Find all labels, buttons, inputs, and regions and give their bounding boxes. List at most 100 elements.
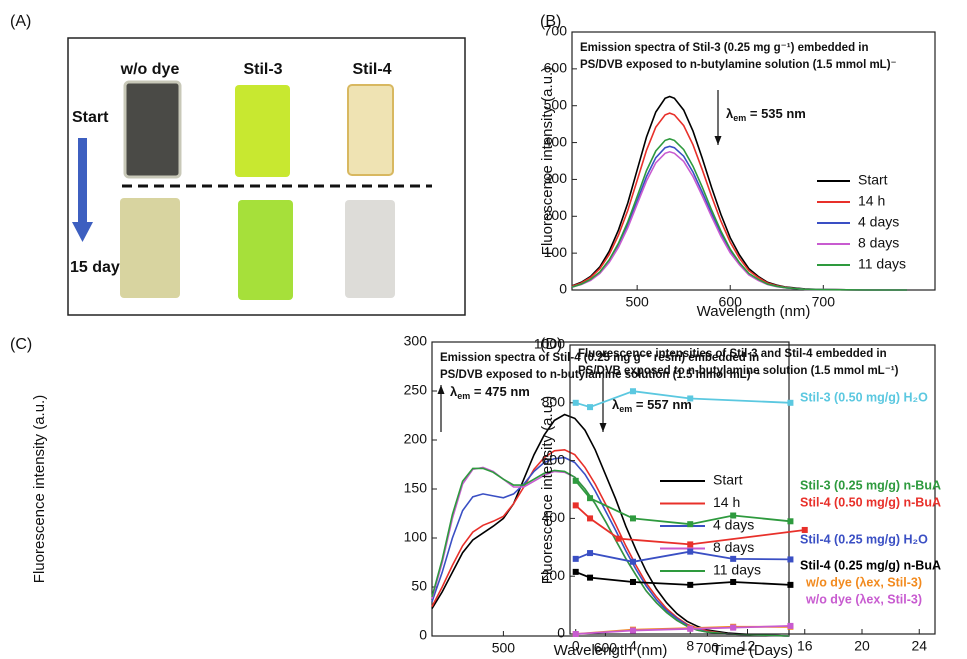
y-tick-label: 250	[404, 382, 428, 398]
legend-label: 14 h	[858, 193, 885, 209]
data-point	[730, 555, 737, 562]
data-point	[587, 404, 594, 411]
series-line	[431, 448, 790, 637]
legend-label: 4 days	[713, 517, 754, 533]
y-tick-label: 700	[544, 23, 568, 39]
annotation-subscript: em	[619, 404, 632, 414]
annotation-symbol: λ	[612, 397, 620, 412]
chart-title: PS/DVB exposed to n-butylamine solution …	[580, 59, 897, 71]
data-point	[587, 574, 594, 581]
x-tick-label: 24	[911, 638, 927, 654]
series-label: w/o dye (λex, Stil-3)	[805, 592, 922, 606]
row-label: Start	[72, 109, 109, 126]
series-line	[575, 550, 791, 563]
data-point	[629, 578, 636, 585]
x-tick-label: 8	[686, 638, 694, 654]
series-label: Stil-4 (0.25 mg/g) H₂O	[800, 532, 928, 546]
annotation-arrowhead	[714, 136, 722, 145]
sample-photo	[123, 80, 182, 179]
series-label: Stil-4 (0.50 mg/g) n-BuA	[800, 495, 941, 509]
data-point	[629, 388, 636, 395]
chart-title: Emission spectra of Stil-4 (0.25 mg g⁻¹ …	[440, 352, 759, 364]
y-axis-label: Fluorescence intensity (a.u.)	[539, 67, 556, 255]
x-axis-label: Time (Days)	[712, 642, 793, 659]
data-point	[572, 502, 579, 509]
data-point	[587, 550, 594, 557]
legend-label: 11 days	[858, 256, 906, 272]
x-tick-label: 600	[594, 640, 618, 656]
data-point	[572, 555, 579, 562]
annotation-text: = 557 nm	[632, 397, 692, 412]
series-line	[575, 625, 791, 635]
annotation-text: = 535 nm	[746, 106, 806, 121]
legend-label: 14 h	[713, 494, 740, 510]
data-point	[572, 399, 579, 406]
data-point	[629, 515, 636, 522]
y-tick-label: 0	[559, 281, 567, 297]
data-point	[615, 535, 622, 542]
data-point	[787, 518, 794, 525]
x-tick-label: 600	[719, 294, 743, 310]
annotation: λem = 557 nm	[612, 397, 692, 414]
row-label: 15 days	[70, 259, 129, 276]
panel-label: (B)	[540, 13, 561, 30]
column-label: w/o dye	[120, 61, 180, 78]
annotation-subscript: em	[733, 113, 746, 123]
annotation-symbol: λ	[726, 106, 734, 121]
data-point	[587, 515, 594, 522]
y-tick-label: 400	[542, 509, 566, 525]
data-point	[629, 558, 636, 565]
sample-photo	[120, 198, 180, 298]
panel-label: (A)	[10, 13, 31, 30]
y-tick-label: 500	[544, 96, 568, 112]
y-tick-label: 200	[542, 567, 566, 583]
y-tick-label: 300	[544, 170, 568, 186]
data-point	[687, 541, 694, 548]
y-axis-label: Fluorescence intensity (a.u.)	[31, 395, 48, 583]
series-line	[431, 456, 790, 637]
chart-title: PS/DVB exposed to n-butylamine solution …	[578, 365, 899, 377]
x-axis-label: Wavelength (nm)	[554, 642, 668, 659]
y-tick-label: 50	[411, 578, 427, 594]
column-label: Stil-4	[352, 61, 391, 78]
x-tick-label: 500	[492, 640, 516, 656]
series-line	[571, 138, 908, 291]
sample-photo	[347, 84, 394, 176]
data-point	[687, 625, 694, 632]
y-tick-label: 300	[404, 333, 428, 349]
x-tick-label: 0	[572, 638, 580, 654]
arrow-head	[72, 222, 93, 242]
y-tick-label: 0	[557, 625, 565, 641]
series-label: w/o dye (λex, Stil-3)	[805, 575, 922, 589]
series-label: Stil-3 (0.25 mg/g) n-BuA	[800, 478, 941, 492]
panel-a: (A) w/o dye Stil-3 Stil-4 Start 15 days	[10, 13, 466, 316]
data-point	[730, 578, 737, 585]
x-tick-label: 4	[629, 638, 637, 654]
series-line	[431, 467, 790, 637]
x-tick-label: 700	[696, 640, 720, 656]
data-point	[787, 622, 794, 629]
sample-photo	[345, 200, 395, 298]
plot-frame	[571, 31, 936, 291]
series-line	[571, 95, 908, 291]
y-tick-label: 200	[404, 431, 428, 447]
y-tick-label: 100	[544, 244, 568, 260]
annotation: λem = 535 nm	[726, 106, 806, 123]
data-point	[687, 395, 694, 402]
y-tick-label: 150	[404, 480, 428, 496]
data-point	[730, 624, 737, 631]
arrow-shaft	[78, 138, 87, 223]
legend-label: Start	[713, 472, 743, 488]
series-label: Stil-4 (0.25 mg/g) n-BuA	[800, 558, 941, 572]
annotation-subscript: em	[457, 391, 470, 401]
legend-label: 11 days	[713, 562, 761, 578]
y-tick-label: 600	[544, 60, 568, 76]
y-tick-label: 400	[544, 133, 568, 149]
data-point	[572, 477, 579, 484]
annotation-arrowhead	[437, 385, 445, 394]
data-point	[801, 526, 808, 533]
data-point	[787, 581, 794, 588]
data-point	[787, 556, 794, 563]
data-point	[572, 568, 579, 575]
